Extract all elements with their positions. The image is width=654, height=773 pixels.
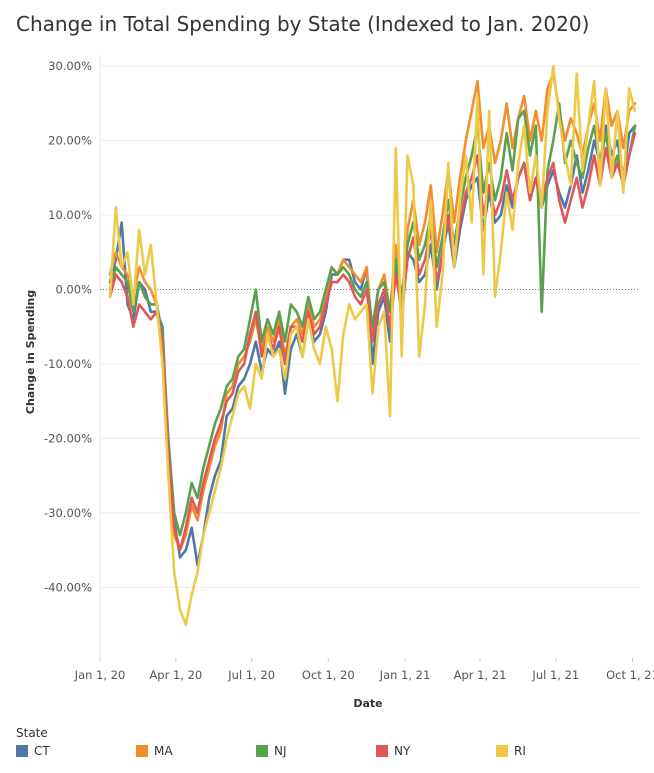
y-axis-title: Change in Spending [24, 290, 37, 414]
x-tick-label: Jul 1, 21 [531, 668, 579, 682]
y-tick-label: -10.00% [44, 357, 92, 371]
chart-title: Change in Total Spending by State (Index… [16, 12, 590, 36]
x-tick-label: Jul 1, 20 [227, 668, 275, 682]
legend-label: CT [34, 744, 50, 758]
legend-item-ct[interactable]: CT [16, 744, 50, 758]
legend-swatch [256, 745, 268, 757]
x-axis-ticks: Jan 1, 20 Apr 1, 20 Jul 1, 20 Oct 1, 20 Jan … [74, 658, 654, 682]
legend-item-ri[interactable]: RI [496, 744, 526, 758]
series-line-ri [108, 64, 637, 626]
legend-item-ma[interactable]: MA [136, 744, 173, 758]
series-line-ma [108, 72, 637, 552]
y-tick-label: -40.00% [44, 580, 92, 594]
legend-item-nj[interactable]: NJ [256, 744, 287, 758]
y-tick-label: 10.00% [48, 208, 92, 222]
legend-swatch [136, 745, 148, 757]
series-line-nj [108, 102, 637, 537]
legend-swatch [496, 745, 508, 757]
y-tick-label: -30.00% [44, 506, 92, 520]
y-tick-label: 20.00% [48, 134, 92, 148]
legend-label: NJ [274, 744, 287, 758]
legend-label: NY [394, 744, 411, 758]
y-tick-label: 0.00% [55, 283, 92, 297]
x-tick-label: Apr 1, 21 [454, 668, 507, 682]
legend-swatch [16, 745, 28, 757]
legend-label: MA [154, 744, 173, 758]
legend-title: State [16, 726, 48, 740]
y-axis-ticks: 30.00% 20.00% 10.00% 0.00% -10.00% -20.00% -30… [44, 59, 92, 594]
x-tick-label: Jan 1, 21 [379, 668, 431, 682]
y-tick-label: 30.00% [48, 59, 92, 73]
series-line-ny [108, 131, 637, 552]
x-tick-label: Oct 1, 20 [302, 668, 355, 682]
x-tick-label: Oct 1, 21 [606, 668, 654, 682]
legend-item-ny[interactable]: NY [376, 744, 410, 758]
x-axis-title: Date [353, 697, 382, 710]
x-tick-label: Jan 1, 20 [74, 668, 126, 682]
legend-swatch [376, 745, 388, 757]
y-tick-label: -20.00% [44, 431, 92, 445]
x-tick-label: Apr 1, 20 [149, 668, 202, 682]
series-lines [108, 64, 637, 626]
legend-label: RI [514, 744, 526, 758]
